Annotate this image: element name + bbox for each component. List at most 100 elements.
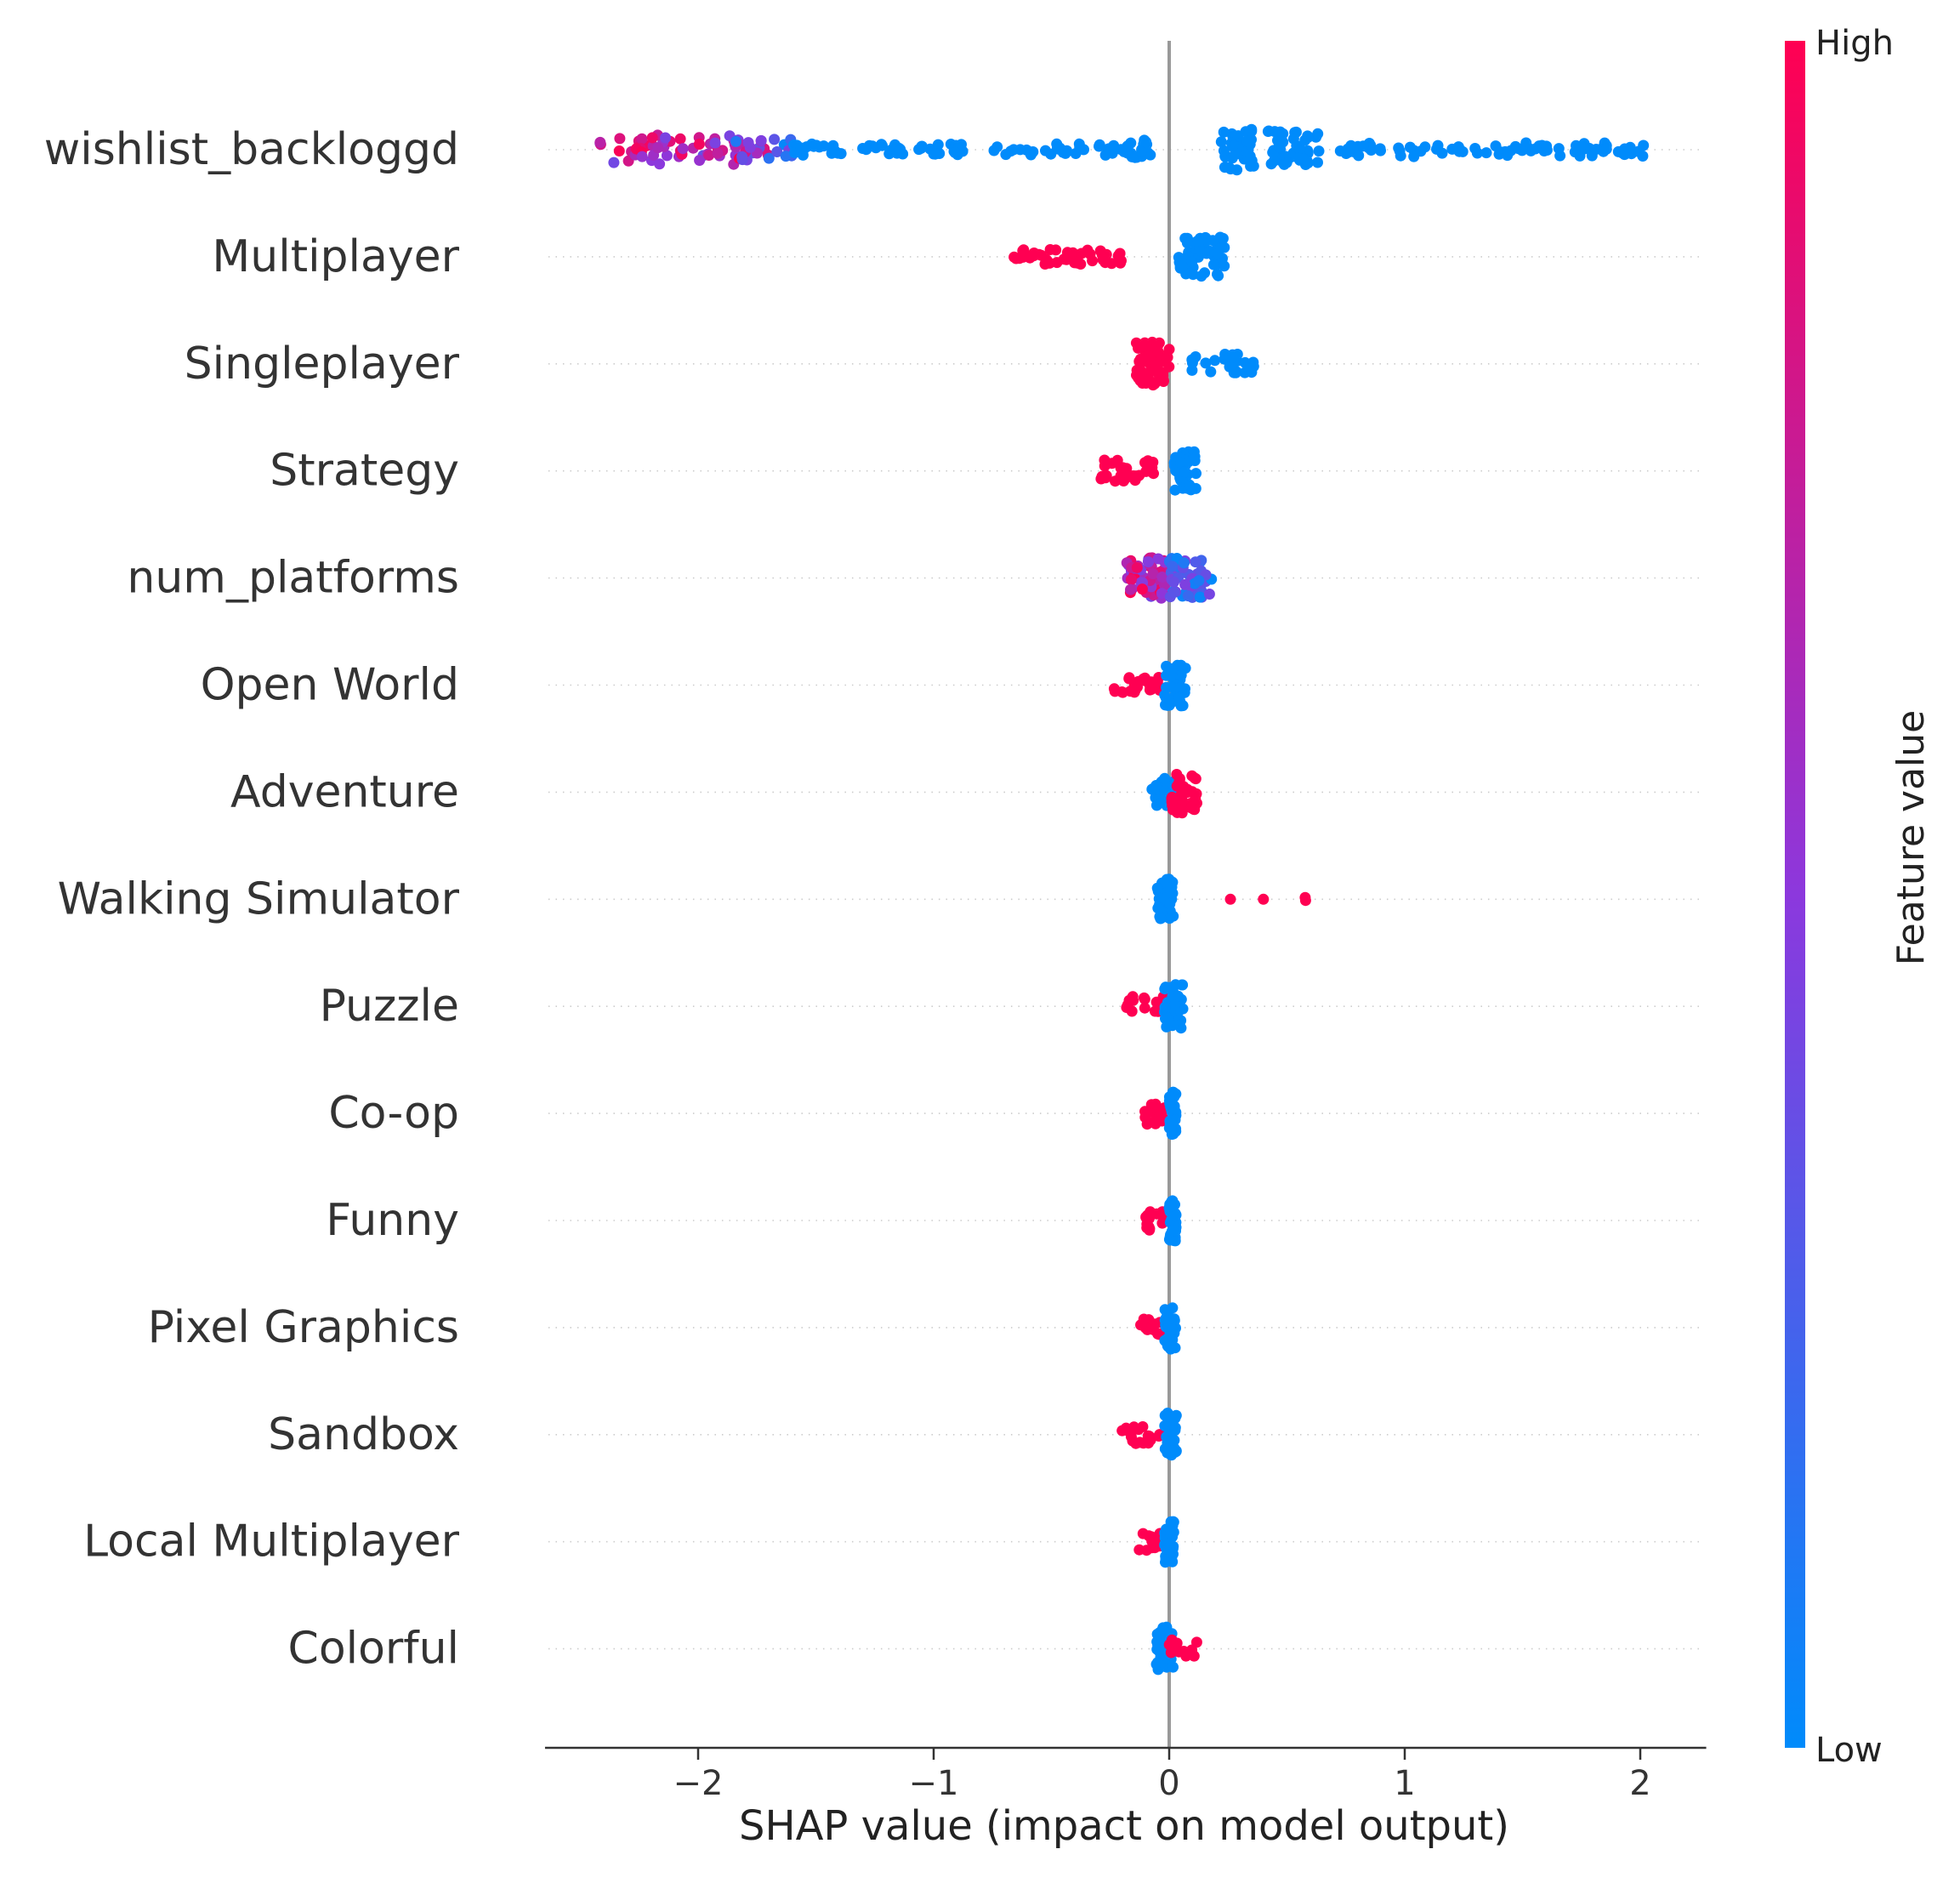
shap-point [1299,891,1311,903]
shap-point [1175,681,1187,693]
shap-point [1190,773,1202,785]
shap-point [1165,1342,1177,1354]
shap-point [1146,462,1158,474]
x-tick-label: −2 [673,1764,724,1803]
shap-point [1127,1435,1139,1447]
shap-point [1164,898,1176,910]
shap-point [1553,143,1565,155]
shap-point [1137,1421,1149,1432]
shap-point [1179,466,1190,478]
shap-point [1165,1516,1177,1528]
shap-point [1638,139,1650,151]
shap-point [1167,887,1179,899]
shap-point [661,150,673,162]
shap-point [1277,128,1289,139]
shap-point [1166,1125,1178,1137]
colorbar-high-label: High [1815,24,1894,63]
feature-label: Sandbox [268,1409,459,1460]
shap-point [1010,253,1022,265]
shap-point [1160,981,1172,993]
shap-point [1188,1650,1200,1662]
feature-labels: wishlist_backloggd Multiplayer Singleplaye… [44,124,460,1675]
feature-label: Puzzle [320,981,459,1032]
shap-point [1161,1021,1173,1033]
shap-point [1207,259,1219,270]
shap-point [1116,1425,1128,1437]
shap-point [1108,139,1120,151]
shap-point [1313,145,1325,157]
shap-point [694,155,706,166]
shap-point [1205,366,1217,378]
shap-point [1125,137,1137,149]
x-tick-label: −1 [909,1764,959,1803]
shap-point [1121,469,1133,481]
shap-point [755,134,767,146]
shap-point [1167,1323,1178,1335]
shap-point [1169,1413,1181,1424]
shap-point [1165,1524,1177,1536]
shap-point [1040,145,1051,156]
shap-point [1053,143,1065,155]
shap-points [594,123,1650,1676]
shap-point [636,133,648,145]
shap-point [1181,237,1193,249]
shap-point [1302,157,1314,168]
shap-point [1312,128,1324,139]
shap-point [709,137,721,149]
shap-point [1160,1443,1172,1455]
shap-point [736,151,748,162]
shap-point [1196,270,1207,282]
shap-point [1156,1217,1168,1229]
shap-point [712,147,724,159]
shap-point [660,132,671,144]
shap-point [894,145,906,156]
shap-point [1123,672,1135,684]
shap-point [1212,248,1224,260]
shap-point [1169,1225,1181,1237]
shap-point [1190,788,1202,799]
shap-point [1150,1098,1162,1110]
shap-point [594,136,606,148]
shap-point [1302,132,1314,143]
shap-point [646,132,658,144]
shap-point [1278,158,1290,170]
feature-label: num_platforms [127,553,459,604]
shap-point [1173,1646,1185,1658]
shap-point [1110,475,1121,487]
shap-point [1125,1424,1137,1436]
shap-point [1176,807,1188,819]
shap-point [1218,126,1230,138]
shap-point [1099,149,1111,161]
shap-point [1145,149,1156,161]
shap-point [1168,1235,1180,1247]
shap-point [1244,154,1256,166]
shap-point [1140,1545,1152,1556]
shap-point [1150,780,1162,792]
shap-point [1060,253,1072,265]
x-tick-label: 2 [1629,1764,1650,1803]
x-axis: −2 −1 0 1 2 [544,1746,1707,1803]
shap-point [1071,257,1083,269]
shap-point [932,139,944,151]
shap-point [1541,140,1553,152]
shap-point [1156,572,1168,583]
shap-point [1217,232,1229,244]
x-tick-label: 1 [1394,1764,1415,1803]
shap-point [1044,244,1056,255]
feature-label: wishlist_backloggd [44,124,459,175]
shap-point [1209,355,1221,367]
shap-point [614,133,626,145]
x-tick-label: 0 [1158,1764,1179,1803]
shap-point [1116,255,1127,266]
shap-point [1202,247,1214,259]
shap-point [1218,145,1230,156]
shap-point [1150,799,1162,811]
shap-point [1168,587,1180,598]
shap-point [1619,143,1631,155]
shap-point [1082,244,1094,256]
shap-point [693,139,705,150]
shap-point [654,158,666,170]
shap-point [1241,135,1253,147]
